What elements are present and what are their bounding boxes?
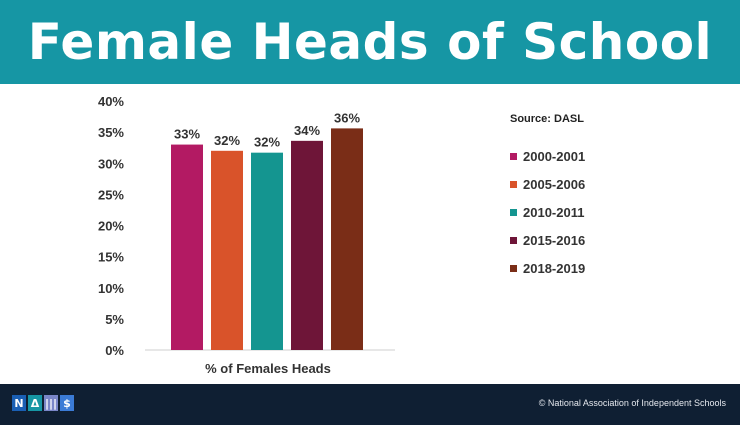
legend-label: 2005-2006 (523, 176, 586, 192)
nais-logo: N Δ ||| $ (12, 395, 74, 411)
page-title: Female Heads of School (27, 13, 713, 71)
y-tick-label: 30% (98, 156, 124, 171)
chart-area: 0% 5% 10% 15% 20% 25% 30% 35% 40% 33% 32% 32% 34% 36%… (0, 84, 740, 384)
legend-swatch (510, 208, 517, 216)
y-tick-label: 0% (105, 343, 124, 358)
data-label: 33% (174, 127, 200, 142)
legend-item-2018-2019: 2018-2019 (510, 254, 585, 282)
data-label: 32% (214, 133, 240, 148)
data-label: 34% (294, 123, 320, 138)
source-label: Source: DASL (510, 113, 584, 125)
x-axis-label: % of Females Heads (205, 361, 331, 376)
chart-legend: 2000-2001 2005-2006 2010-2011 2015-2016 2018… (510, 142, 585, 282)
logo-tile: $ (60, 395, 74, 411)
bar-2000-2001 (171, 144, 203, 350)
logo-tile: N (12, 395, 26, 411)
legend-item-2010-2011: 2010-2011 (510, 198, 585, 226)
logo-tile: ||| (44, 395, 58, 411)
copyright-text: © National Association of Independent Sc… (538, 398, 726, 408)
legend-label: 2000-2001 (523, 148, 586, 164)
bar-chart: 0% 5% 10% 15% 20% 25% 30% 35% 40% 33% 32% 32% 34% 36%… (98, 94, 395, 376)
legend-swatch (510, 236, 517, 244)
legend-item-2000-2001: 2000-2001 (510, 142, 585, 170)
y-tick-label: 15% (98, 250, 124, 265)
legend-swatch (510, 264, 517, 272)
legend-label: 2015-2016 (523, 232, 586, 248)
legend-swatch (510, 152, 517, 160)
y-tick-label: 10% (98, 281, 124, 296)
bar-2005-2006 (211, 150, 243, 350)
footer-bar: N Δ ||| $ © National Association of Indepen… (0, 384, 740, 425)
data-label: 32% (254, 135, 280, 150)
bar-2018-2019 (331, 128, 363, 350)
y-tick-label: 5% (105, 312, 124, 327)
legend-label: 2010-2011 (523, 204, 585, 220)
y-tick-label: 35% (98, 125, 124, 140)
data-label: 36% (334, 110, 360, 125)
legend-item-2015-2016: 2015-2016 (510, 226, 585, 254)
title-banner: Female Heads of School (0, 0, 740, 84)
y-tick-label: 20% (98, 219, 124, 234)
bar-2010-2011 (251, 152, 283, 350)
legend-label: 2018-2019 (523, 260, 586, 276)
legend-item-2005-2006: 2005-2006 (510, 170, 585, 198)
bar-2015-2016 (291, 140, 323, 350)
legend-swatch (510, 180, 517, 188)
y-tick-label: 25% (98, 187, 124, 202)
logo-tile: Δ (28, 395, 42, 411)
y-tick-label: 40% (98, 94, 124, 109)
